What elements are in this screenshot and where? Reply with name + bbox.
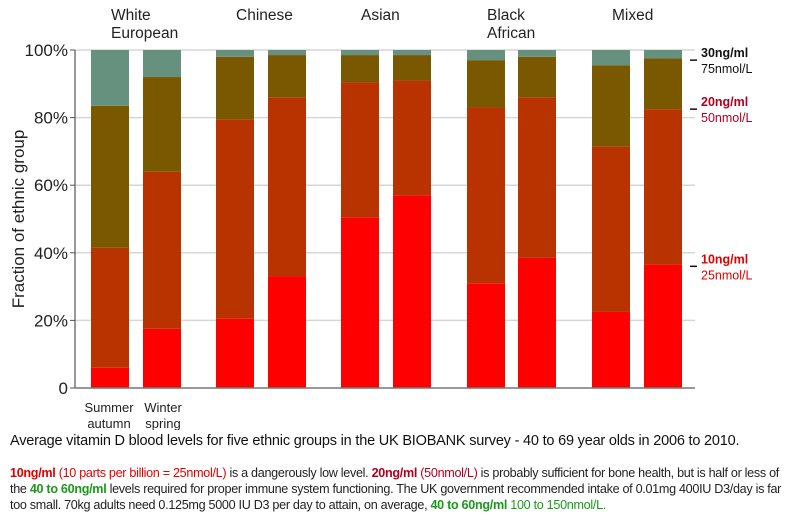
- group-label: Mixed: [612, 7, 653, 24]
- season-label: Summer: [84, 400, 134, 415]
- bar-segment: [393, 195, 431, 388]
- note-text: is probably sufficient for bone health, …: [10, 466, 779, 496]
- bar-segment: [216, 318, 254, 388]
- y-axis-label: Fraction of ethnic group: [9, 130, 28, 309]
- note-nmol: 100 to 150nmol/L.: [507, 498, 606, 512]
- bar-segment: [91, 105, 129, 248]
- bar-segment: [518, 97, 556, 258]
- bar-segment: [592, 311, 630, 388]
- note-10ng: 10ng/ml: [10, 466, 56, 480]
- y-tick-label: 100%: [25, 41, 68, 60]
- bar-segment: [268, 276, 306, 388]
- note-text: is a dangerously low level.: [226, 466, 372, 480]
- bar-segment: [216, 119, 254, 319]
- threshold-nmol-label: 25nmol/L: [701, 268, 752, 282]
- bar-segment: [393, 55, 431, 81]
- notes-paragraph: 10ng/ml (10 parts per billion = 25nmol/L…: [10, 465, 790, 513]
- season-label: autumn: [87, 416, 130, 430]
- group-label: African: [487, 25, 535, 42]
- season-label: Winter: [144, 400, 182, 415]
- bar-segment: [467, 107, 505, 284]
- bar-segment: [467, 283, 505, 388]
- bar-segment: [644, 109, 682, 265]
- bar-segment: [268, 55, 306, 98]
- y-tick-label: 20%: [34, 311, 68, 330]
- note-20ng: 20ng/ml: [371, 466, 418, 480]
- y-tick-label: 0: [59, 379, 68, 398]
- bar-segment: [216, 56, 254, 120]
- chart-title: Average vitamin D blood levels for five …: [10, 433, 740, 449]
- note-text: levels required for proper immune system…: [10, 482, 782, 512]
- note-20ng-detail: (50nmol/L): [417, 466, 478, 480]
- group-label: White: [111, 7, 151, 24]
- bar-segment: [592, 65, 630, 147]
- bar-segment: [341, 55, 379, 83]
- bar-segment: [341, 217, 379, 388]
- bar-segment: [467, 50, 505, 61]
- bar-segment: [644, 50, 682, 59]
- bar-segment: [91, 50, 129, 106]
- bar-segment: [143, 77, 181, 172]
- stacked-bar-chart: 0 20% 40% 60% 80% 100% Fraction of ethnic grou…: [9, 7, 752, 430]
- note-40-60ng: 40 to 60ng/ml: [29, 482, 107, 496]
- season-label: spring: [145, 416, 180, 430]
- threshold-ng-label: 30ng/ml: [701, 46, 748, 60]
- bar-segment: [518, 50, 556, 57]
- bar-segment: [644, 264, 682, 388]
- bar-segment: [91, 247, 129, 368]
- threshold-ng-label: 10ng/ml: [701, 252, 748, 266]
- threshold-ng-label: 20ng/ml: [701, 95, 748, 109]
- group-label: European: [111, 25, 178, 42]
- bar-segment: [268, 97, 306, 277]
- bar-segment: [216, 50, 254, 57]
- bar-segment: [143, 328, 181, 388]
- bar-segment: [91, 367, 129, 388]
- bar-segment: [341, 82, 379, 218]
- y-tick-label: 80%: [34, 109, 68, 128]
- note-10ng-detail: (10 parts per billion = 25nmol/L): [55, 466, 227, 480]
- group-label: Asian: [361, 7, 400, 24]
- bar-segment: [518, 257, 556, 388]
- bar-segment: [268, 50, 306, 56]
- bar-segment: [644, 58, 682, 110]
- note-40-60ng: 40 to 60ng/ml: [430, 498, 508, 512]
- threshold-nmol-label: 75nmol/L: [701, 62, 752, 76]
- y-tick-label: 60%: [34, 176, 68, 195]
- bar-segment: [592, 50, 630, 66]
- bar-segment: [143, 171, 181, 329]
- bar-segment: [467, 60, 505, 108]
- bar-segment: [592, 146, 630, 312]
- bar-segment: [341, 50, 379, 56]
- threshold-nmol-label: 50nmol/L: [701, 111, 752, 125]
- group-label: Chinese: [236, 7, 293, 24]
- group-label: Black: [487, 7, 525, 24]
- bar-segment: [393, 50, 431, 56]
- y-tick-label: 40%: [34, 244, 68, 263]
- bar-segment: [518, 56, 556, 98]
- bar-segment: [143, 50, 181, 78]
- bar-segment: [393, 80, 431, 196]
